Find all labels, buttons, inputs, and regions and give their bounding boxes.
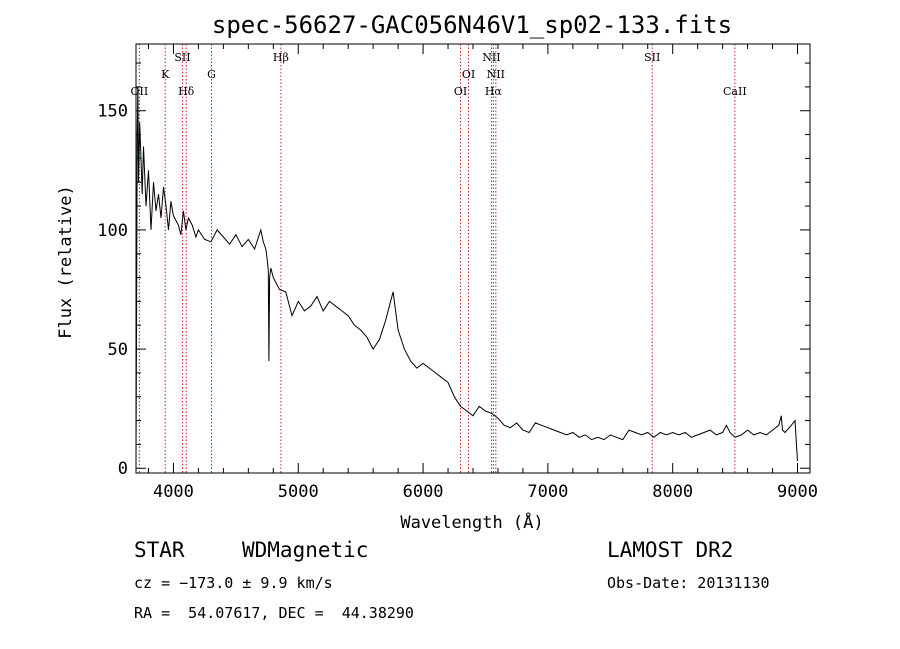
marker-label-0: OII <box>131 85 149 98</box>
x-tick-label-6000: 6000 <box>403 482 444 502</box>
x-tick-label-5000: 5000 <box>278 482 319 502</box>
marker-label-1: K <box>161 68 170 81</box>
marker-label-8: NII <box>482 51 500 64</box>
plot-frame <box>135 43 811 474</box>
marker-label-9: Hα <box>485 85 503 98</box>
object-subclass: WDMagnetic <box>242 538 369 562</box>
marker-label-5: Hβ <box>273 51 289 64</box>
marker-label-7: OI <box>462 68 475 81</box>
x-tick-label-8000: 8000 <box>652 482 693 502</box>
y-axis-label: Flux (relative) <box>56 185 76 339</box>
marker-label-2: SII <box>174 51 190 64</box>
y-tick-label-0: 0 <box>118 459 128 479</box>
redshift-velocity: cz = −173.0 ± 9.9 km/s <box>134 574 333 592</box>
x-tick-label-7000: 7000 <box>527 482 568 502</box>
marker-label-10: NII <box>487 68 505 81</box>
x-tick-label-4000: 4000 <box>153 482 194 502</box>
axis-ticks <box>136 44 810 473</box>
y-tick-label-50: 50 <box>108 340 128 360</box>
coordinates: RA = 54.07617, DEC = 44.38290 <box>134 604 414 622</box>
object-class: STAR <box>134 538 185 562</box>
marker-label-11: SII <box>644 51 660 64</box>
marker-label-6: OI <box>454 85 467 98</box>
x-axis-label: Wavelength (Å) <box>400 511 543 533</box>
axis-tick-labels: 4000 5000 6000 7000 8000 9000 0 50 100 150 <box>97 102 818 502</box>
spectrum-line <box>135 86 798 462</box>
marker-label-12: CaII <box>723 85 747 98</box>
chart-title: spec-56627-GAC056N46V1_sp02-133.fits <box>212 11 732 39</box>
y-tick-label-150: 150 <box>97 102 128 122</box>
emission-line-markers: OII K SII Hδ G Hβ OI OI NII Hα NII SII CaII <box>131 44 747 473</box>
observation-date: Obs-Date: 20131130 <box>607 574 770 592</box>
x-tick-label-9000: 9000 <box>777 482 818 502</box>
y-tick-label-100: 100 <box>97 221 128 241</box>
marker-label-4: G <box>207 68 216 81</box>
marker-label-3: Hδ <box>178 85 195 98</box>
survey-name: LAMOST DR2 <box>607 538 734 562</box>
